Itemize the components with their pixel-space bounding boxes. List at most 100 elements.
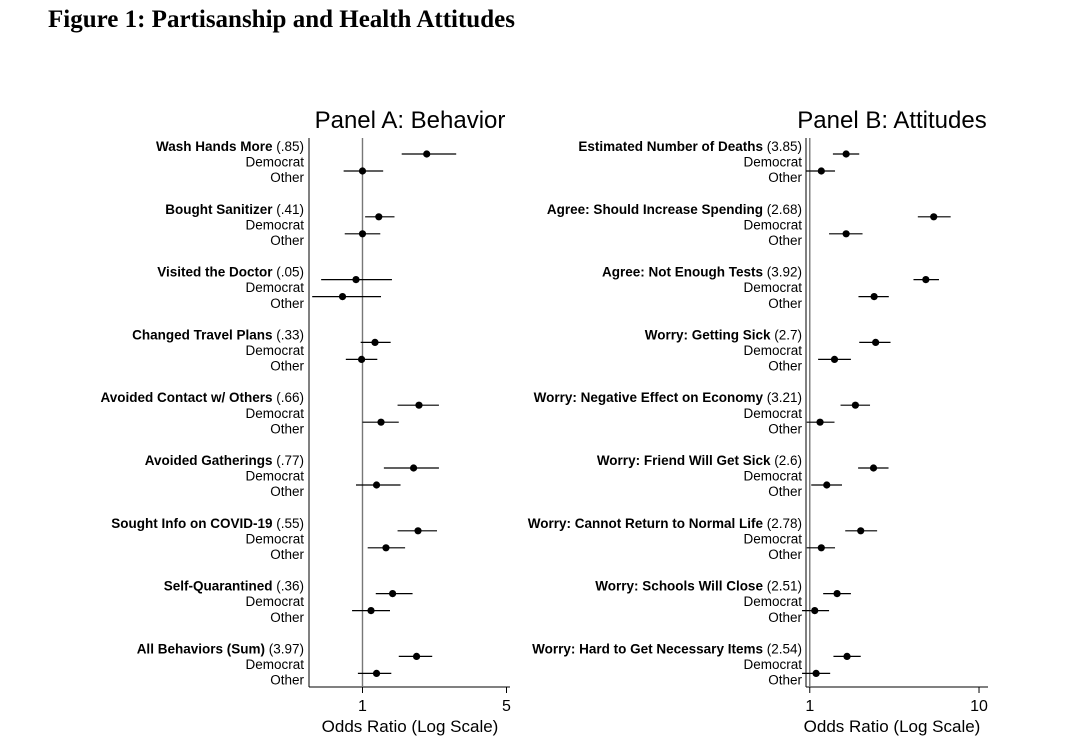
x-tick-label: 10 xyxy=(970,698,988,715)
point-democrat xyxy=(833,590,841,598)
row-label-other: Other xyxy=(768,673,802,688)
x-tick-label: 5 xyxy=(502,698,511,715)
group-label: Agree: Not Enough Tests (3.92) xyxy=(602,265,802,280)
point-democrat xyxy=(375,213,383,221)
panel-title: Panel A: Behavior xyxy=(315,107,506,134)
point-democrat xyxy=(388,590,397,598)
row-label-other: Other xyxy=(270,170,304,185)
group-label: Estimated Number of Deaths (3.85) xyxy=(578,139,802,154)
point-democrat xyxy=(423,150,431,158)
group-label-mean: (.05) xyxy=(276,265,304,280)
point-other xyxy=(823,481,831,489)
row-label-other: Other xyxy=(768,484,802,499)
x-axis-label: Odds Ratio (Log Scale) xyxy=(322,717,499,736)
point-democrat xyxy=(857,527,865,535)
row-label-democrat: Democrat xyxy=(245,343,304,358)
row-label-democrat: Democrat xyxy=(245,594,304,609)
group-label-mean: (.41) xyxy=(276,202,304,217)
row-label-other: Other xyxy=(768,547,802,562)
group-label: Sought Info on COVID-19 (.55) xyxy=(111,516,304,531)
row-label-democrat: Democrat xyxy=(245,155,304,170)
point-democrat xyxy=(922,276,930,284)
group-label: Worry: Schools Will Close (2.51) xyxy=(595,579,802,594)
row-label-other: Other xyxy=(270,421,304,436)
group-label-mean: (3.21) xyxy=(767,390,802,405)
row-label-democrat: Democrat xyxy=(743,594,802,609)
figure-title: Figure 1: Partisanship and Health Attitu… xyxy=(48,6,515,33)
group-label-mean: (3.97) xyxy=(269,641,304,656)
row-label-democrat: Democrat xyxy=(245,531,304,546)
point-other xyxy=(357,355,366,363)
group-label-mean: (2.6) xyxy=(774,453,802,468)
point-democrat xyxy=(851,401,859,409)
x-tick-label: 1 xyxy=(805,698,814,715)
group-label-name: Wash Hands More xyxy=(156,139,276,154)
row-label-democrat: Democrat xyxy=(245,217,304,232)
group-label-name: Sought Info on COVID-19 xyxy=(111,516,276,531)
group-label: Worry: Friend Will Get Sick (2.6) xyxy=(597,453,802,468)
row-label-other: Other xyxy=(270,610,304,625)
group-label: Avoided Contact w/ Others (.66) xyxy=(100,390,304,405)
row-label-other: Other xyxy=(768,359,802,374)
group-label-mean: (2.51) xyxy=(767,579,802,594)
group-label: Avoided Gatherings (.77) xyxy=(145,453,304,468)
group-label-mean: (.66) xyxy=(276,390,304,405)
point-other xyxy=(816,418,824,426)
point-other xyxy=(367,607,375,615)
point-other xyxy=(830,355,839,363)
row-label-democrat: Democrat xyxy=(245,657,304,672)
row-label-democrat: Democrat xyxy=(743,657,802,672)
group-label-mean: (2.78) xyxy=(767,516,802,531)
row-label-other: Other xyxy=(270,673,304,688)
group-label-mean: (.33) xyxy=(276,327,304,342)
point-democrat xyxy=(930,213,938,221)
point-democrat xyxy=(414,527,422,535)
point-democrat xyxy=(409,464,418,472)
x-tick-label: 1 xyxy=(358,698,367,715)
group-label: Worry: Negative Effect on Economy (3.21) xyxy=(534,390,802,405)
group-label-name: Avoided Contact w/ Others xyxy=(100,390,276,405)
group-label: Worry: Getting Sick (2.7) xyxy=(645,327,802,342)
group-label: Agree: Should Increase Spending (2.68) xyxy=(547,202,802,217)
group-label-mean: (3.92) xyxy=(767,265,802,280)
point-democrat xyxy=(415,401,423,409)
row-label-other: Other xyxy=(768,170,802,185)
point-other xyxy=(811,607,819,615)
group-label-name: Worry: Cannot Return to Normal Life xyxy=(528,516,767,531)
group-label-name: All Behaviors (Sum) xyxy=(137,641,269,656)
row-label-democrat: Democrat xyxy=(743,155,802,170)
point-democrat xyxy=(872,338,880,346)
row-label-other: Other xyxy=(768,296,802,311)
row-label-other: Other xyxy=(270,484,304,499)
row-label-other: Other xyxy=(270,547,304,562)
row-label-democrat: Democrat xyxy=(743,406,802,421)
point-democrat xyxy=(843,652,851,661)
group-label: Wash Hands More (.85) xyxy=(156,139,304,154)
point-other xyxy=(812,669,820,678)
row-label-other: Other xyxy=(270,296,304,311)
group-label: Worry: Hard to Get Necessary Items (2.54… xyxy=(532,641,802,656)
group-label-mean: (3.85) xyxy=(767,139,802,154)
row-label-democrat: Democrat xyxy=(245,406,304,421)
group-label-name: Changed Travel Plans xyxy=(132,327,276,342)
group-label-name: Worry: Schools Will Close xyxy=(595,579,766,594)
point-other xyxy=(382,544,390,552)
group-label-name: Avoided Gatherings xyxy=(145,453,277,468)
group-label-mean: (.77) xyxy=(276,453,304,468)
group-label-name: Estimated Number of Deaths xyxy=(578,139,766,154)
row-label-democrat: Democrat xyxy=(743,469,802,484)
point-democrat xyxy=(842,150,850,158)
group-label-mean: (.85) xyxy=(276,139,304,154)
point-other xyxy=(870,293,878,301)
group-label-name: Agree: Should Increase Spending xyxy=(547,202,767,217)
group-label: Visited the Doctor (.05) xyxy=(157,265,304,280)
panel-title: Panel B: Attitudes xyxy=(797,107,986,134)
row-label-other: Other xyxy=(270,233,304,248)
point-other xyxy=(338,293,347,301)
row-label-other: Other xyxy=(270,359,304,374)
group-label-mean: (.36) xyxy=(276,579,304,594)
point-democrat xyxy=(412,652,421,661)
row-label-democrat: Democrat xyxy=(743,217,802,232)
group-label: All Behaviors (Sum) (3.97) xyxy=(137,641,304,656)
